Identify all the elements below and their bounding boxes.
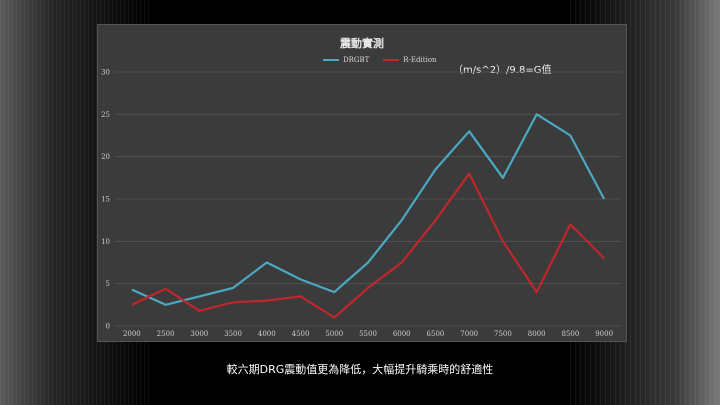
- y-tick-label: 0: [106, 323, 110, 331]
- x-tick-label: 3500: [224, 330, 242, 338]
- x-tick-label: 3000: [190, 330, 208, 338]
- legend-swatch-drgbt: [323, 59, 339, 61]
- legend-item-r-edition: R-Edition: [383, 56, 437, 64]
- y-tick-label: 30: [101, 69, 110, 77]
- legend-item-drgbt: DRGBT: [323, 56, 369, 64]
- x-tick-label: 6500: [427, 330, 445, 338]
- chart-title: 震動實測: [340, 37, 384, 50]
- legend-label-drgbt: DRGBT: [343, 56, 370, 64]
- series-line-drgbt: [131, 113, 606, 306]
- x-tick-label: 4500: [292, 330, 310, 338]
- y-tick-label: 5: [106, 280, 110, 288]
- unit-annotation: （m/s^2）/9.8=G值: [453, 65, 552, 76]
- legend-label-r-edition: R-Edition: [403, 56, 437, 64]
- y-tick-label: 10: [101, 238, 110, 246]
- x-tick-label: 2500: [157, 330, 175, 338]
- x-tick-label: 8000: [528, 330, 546, 338]
- chart-legend: DRGBT R-Edition: [323, 56, 437, 64]
- line-chart-plot: 0 5 10 15 20 25 30 2000 2500 3000 3500 4000 4500 5000…: [101, 69, 621, 338]
- x-tick-label: 5000: [325, 330, 343, 338]
- y-tick-label: 20: [101, 153, 110, 161]
- chart-panel: 震動實測 DRGBT R-Edition （m/s^2）/9.8=G值 0 5 10…: [97, 24, 627, 342]
- y-tick-label: 15: [101, 196, 110, 204]
- x-tick-label: 4000: [258, 330, 276, 338]
- x-tick-label: 5500: [359, 330, 377, 338]
- x-tick-label: 2000: [123, 330, 141, 338]
- y-tick-label: 25: [101, 111, 110, 119]
- x-tick-label: 7000: [460, 330, 478, 338]
- series-line-r-edition: [131, 172, 605, 319]
- x-tick-label: 7500: [494, 330, 512, 338]
- x-tick-label: 8500: [561, 330, 579, 338]
- x-tick-label: 9000: [595, 330, 613, 338]
- slide-caption: 較六期DRG震動值更為降低，大幅提升騎乘時的舒適性: [226, 363, 494, 376]
- x-tick-label: 6000: [393, 330, 411, 338]
- legend-swatch-r-edition: [383, 59, 400, 61]
